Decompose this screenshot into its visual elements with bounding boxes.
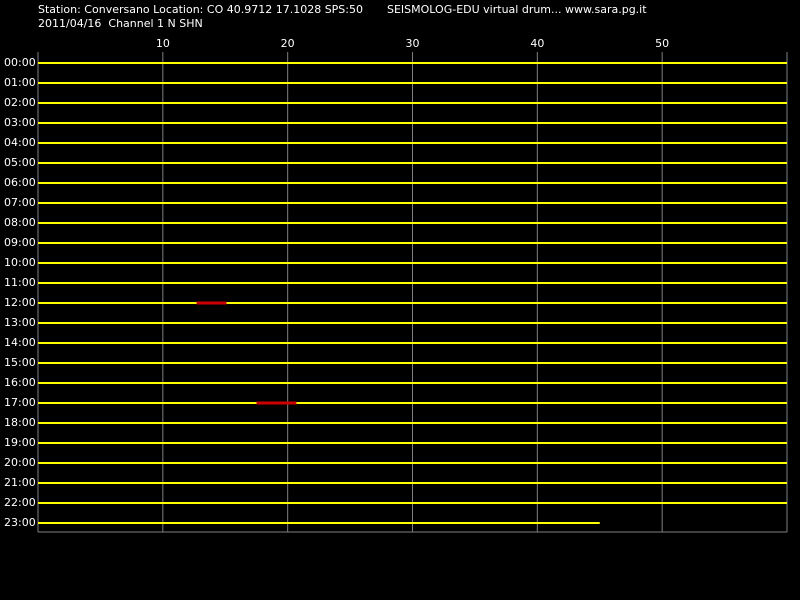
row-label: 11:00 xyxy=(4,276,36,289)
row-label: 20:00 xyxy=(4,456,36,469)
x-tick-label: 40 xyxy=(530,37,544,50)
row-label: 04:00 xyxy=(4,136,36,149)
row-label: 14:00 xyxy=(4,336,36,349)
date-channel: 2011/04/16 Channel 1 N SHN xyxy=(38,17,203,30)
row-label: 06:00 xyxy=(4,176,36,189)
row-label: 21:00 xyxy=(4,476,36,489)
x-tick-label: 50 xyxy=(655,37,669,50)
row-label: 15:00 xyxy=(4,356,36,369)
row-label: 02:00 xyxy=(4,96,36,109)
row-label: 22:00 xyxy=(4,496,36,509)
row-label: 18:00 xyxy=(4,416,36,429)
row-label: 03:00 xyxy=(4,116,36,129)
app-title: SEISMOLOG-EDU virtual drum... www.sara.p… xyxy=(387,3,647,16)
row-label: 17:00 xyxy=(4,396,36,409)
row-label: 19:00 xyxy=(4,436,36,449)
x-tick-label: 10 xyxy=(156,37,170,50)
row-label: 05:00 xyxy=(4,156,36,169)
row-label: 07:00 xyxy=(4,196,36,209)
row-label: 09:00 xyxy=(4,236,36,249)
row-label: 00:00 xyxy=(4,56,36,69)
row-label: 01:00 xyxy=(4,76,36,89)
row-label: 16:00 xyxy=(4,376,36,389)
row-label: 23:00 xyxy=(4,516,36,529)
row-label: 10:00 xyxy=(4,256,36,269)
row-label: 13:00 xyxy=(4,316,36,329)
row-label: 08:00 xyxy=(4,216,36,229)
x-tick-label: 30 xyxy=(406,37,420,50)
station-info: Station: Conversano Location: CO 40.9712… xyxy=(38,3,363,16)
x-tick-label: 20 xyxy=(281,37,295,50)
row-label: 12:00 xyxy=(4,296,36,309)
